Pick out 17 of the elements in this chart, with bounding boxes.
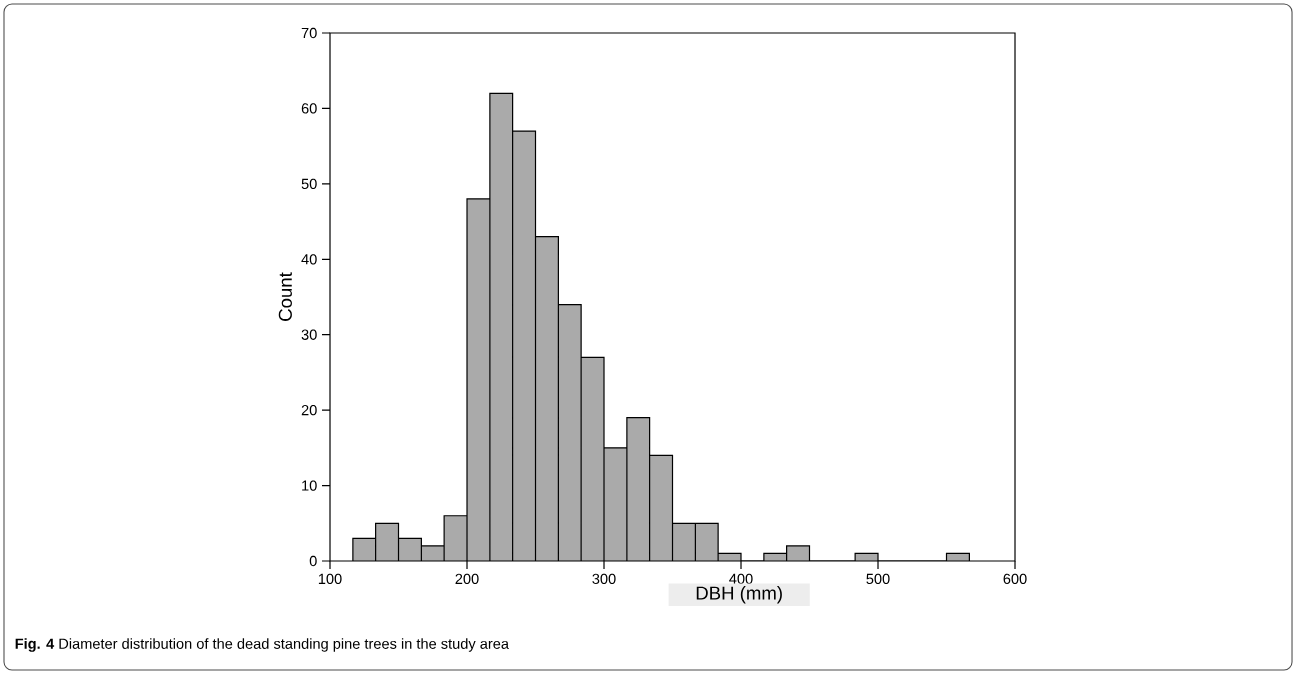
x-tick-label: 300	[592, 573, 616, 585]
y-tick-label: 40	[301, 254, 317, 265]
y-tick-label: 70	[301, 27, 317, 39]
x-tick-label: 400	[729, 573, 753, 585]
y-tick-label: 60	[301, 103, 317, 114]
x-tick-label: 500	[866, 573, 890, 585]
y-axis-title: Count	[278, 272, 292, 321]
y-tick-label: 50	[301, 178, 317, 190]
y-tick-label: 10	[302, 480, 317, 491]
x-axis-title: DBH (mm)	[696, 586, 782, 604]
y-tick-label: 30	[301, 329, 317, 340]
y-tick-label: 20	[301, 404, 317, 416]
x-tick-label: 100	[318, 573, 342, 585]
y-tick-label: 0	[309, 555, 317, 567]
x-tick-label: 200	[455, 573, 479, 585]
text: Fig. 4 Diameter distribution of the dead standing pine trees in the study area	[15, 638, 509, 652]
x-tick-label: 600	[1003, 573, 1027, 585]
